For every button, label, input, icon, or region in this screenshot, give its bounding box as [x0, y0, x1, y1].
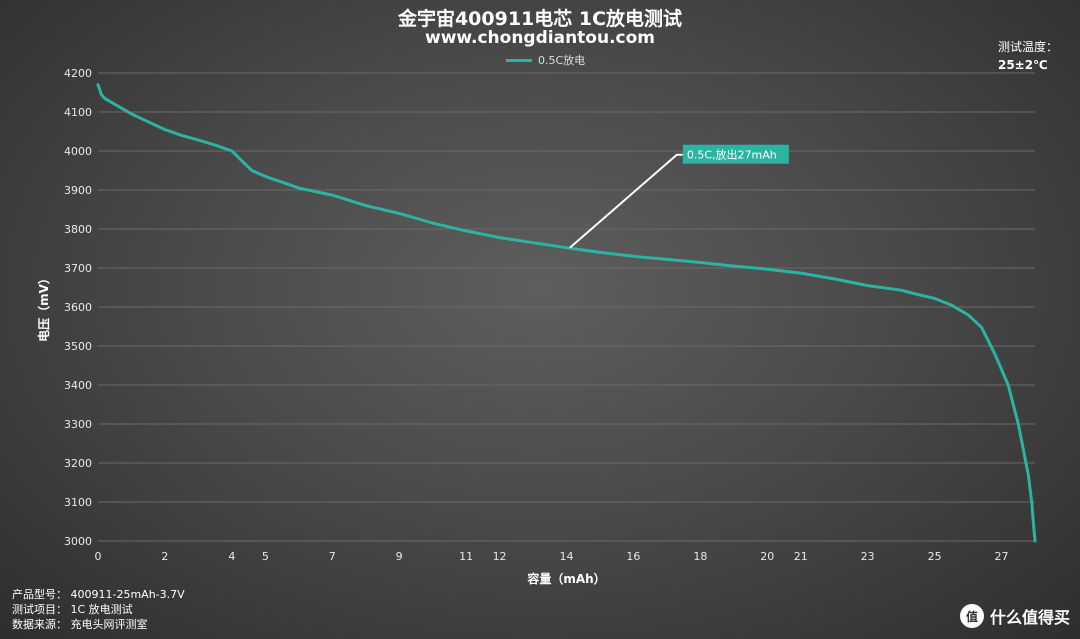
info-source: 数据来源： 充电头网评测室	[12, 618, 148, 631]
legend-swatch	[506, 58, 532, 62]
annotation-label: 0.5C,放出27mAh	[687, 148, 777, 162]
x-tick-label: 7	[329, 550, 336, 563]
series-line	[96, 83, 1037, 543]
y-tick-label: 3100	[64, 496, 92, 509]
brand-logo-icon: 值	[959, 604, 984, 628]
y-tick-label: 3800	[64, 223, 92, 236]
x-tick-label: 25	[928, 550, 942, 563]
y-tick-label: 3900	[64, 184, 92, 197]
y-tick-label: 3600	[64, 301, 92, 314]
temperature-value: 25±2℃	[997, 58, 1048, 72]
x-tick-label: 27	[995, 550, 1009, 563]
brand-watermark: 值 什么值得买	[959, 604, 1070, 628]
y-tick-label: 3700	[64, 262, 92, 275]
legend-label: 0.5C放电	[538, 54, 586, 67]
y-tick-label: 3200	[64, 457, 92, 470]
x-tick-label: 2	[161, 550, 168, 563]
x-tick-label: 20	[760, 550, 774, 563]
x-tick-label: 18	[693, 550, 707, 563]
x-tick-label: 4	[228, 550, 235, 563]
y-tick-label: 3500	[64, 340, 92, 353]
y-tick-label: 4200	[64, 67, 92, 80]
y-tick-label: 3000	[64, 535, 92, 548]
y-tick-label: 3300	[64, 418, 92, 431]
x-tick-label: 12	[493, 550, 507, 563]
x-tick-label: 14	[560, 550, 574, 563]
x-tick-label: 23	[861, 550, 875, 563]
y-axis-label: 电压（mV）	[36, 272, 51, 342]
y-tick-label: 3400	[64, 379, 92, 392]
x-tick-label: 0	[95, 550, 102, 563]
chart-title: 金宇宙400911电芯 1C放电测试	[397, 8, 683, 30]
annotation-leader-line	[569, 153, 683, 249]
test-temperature: 测试温度： 25±2℃	[998, 38, 1058, 74]
info-item: 测试项目： 1C 放电测试	[12, 603, 133, 616]
temperature-label: 测试温度：	[997, 40, 1058, 54]
y-tick-label: 4100	[64, 106, 92, 119]
x-tick-label: 5	[262, 550, 269, 563]
x-axis-label: 容量（mAh）	[526, 571, 605, 586]
annotation-box	[682, 144, 789, 164]
x-tick-label: 21	[794, 550, 808, 563]
brand-text: 什么值得买	[989, 608, 1070, 627]
x-tick-label: 11	[459, 550, 473, 563]
chart-subtitle: www.chongdiantou.com	[424, 28, 656, 48]
y-tick-label: 4000	[64, 145, 92, 158]
chart-legend: 0.5C放电	[506, 52, 585, 68]
x-tick-label: 16	[626, 550, 640, 563]
x-tick-label: 9	[396, 550, 403, 563]
info-model: 产品型号： 400911-25mAh-3.7V	[12, 588, 185, 601]
product-info: 产品型号： 400911-25mAh-3.7V 测试项目： 1C 放电测试 数据…	[12, 587, 185, 632]
